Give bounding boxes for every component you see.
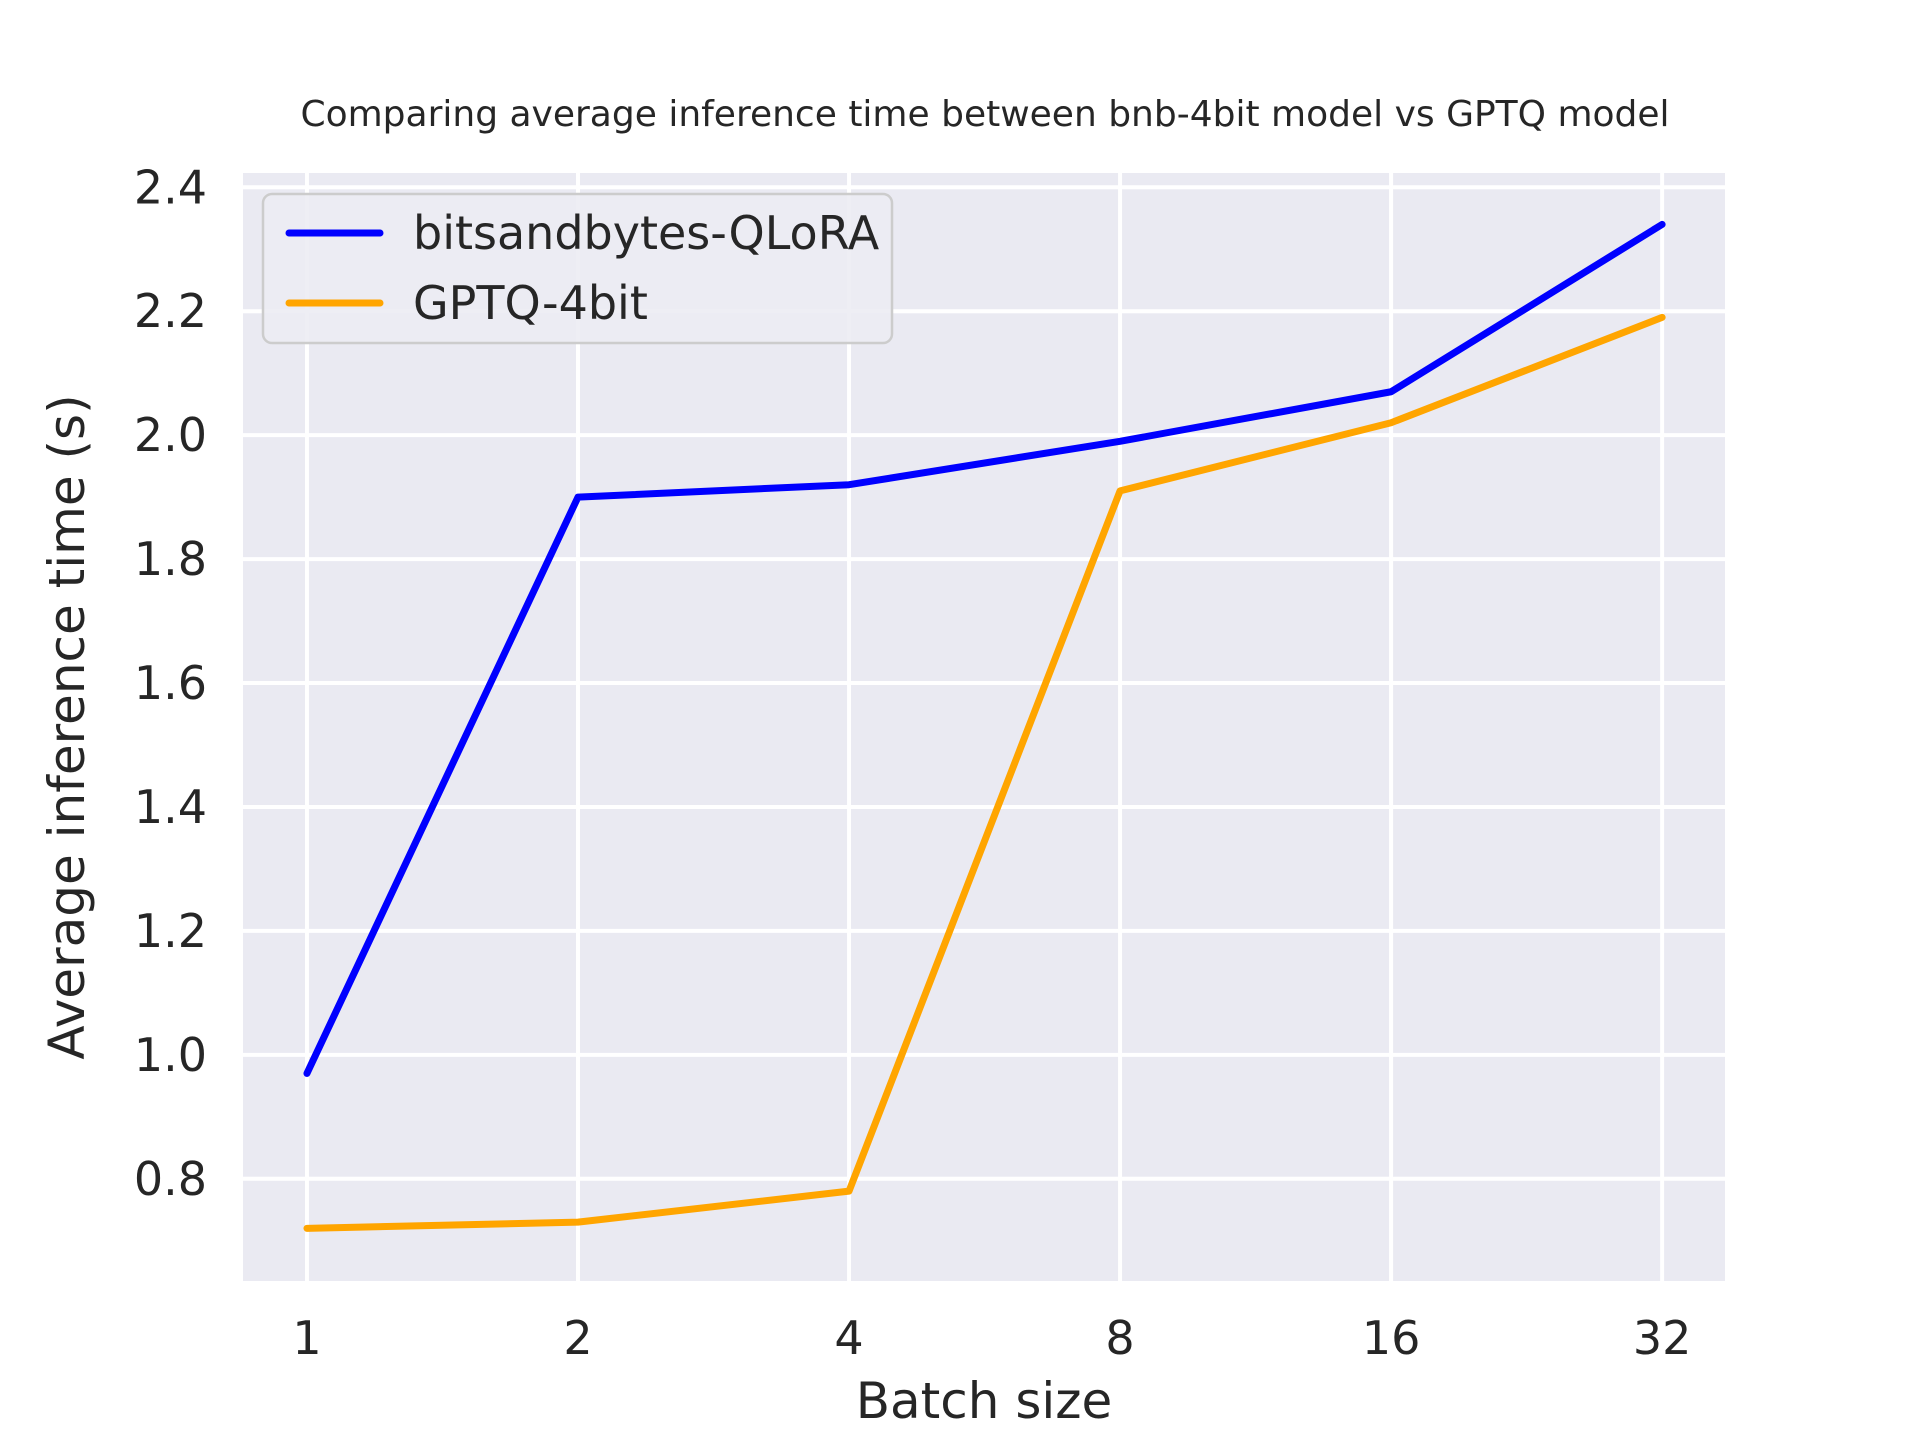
legend-label-bitsandbytes-QLoRA: bitsandbytes-QLoRA [413,206,880,260]
chart-title: Comparing average inference time between… [300,94,1669,135]
x-tick-label-2: 2 [563,1311,592,1365]
y-tick-label-1.0: 1.0 [134,1028,207,1082]
legend-box [261,192,894,345]
y-tick-label-1.8: 1.8 [134,532,207,586]
series-line-GPTQ-4bit [303,313,1666,1232]
y-tick-label-1.2: 1.2 [134,904,207,958]
y-tick-label-2.4: 2.4 [134,160,207,214]
y-tick-labels: 0.8 1.0 1.2 1.4 1.6 1.8 2.0 2.2 2.4 [134,160,207,1205]
y-tick-label-0.8: 0.8 [134,1152,207,1206]
legend: bitsandbytes-QLoRA GPTQ-4bit [261,192,894,345]
x-tick-labels: 1 2 4 8 16 32 [292,1311,1691,1365]
y-tick-label-2.2: 2.2 [134,284,207,338]
x-axis-label: Batch size [856,1372,1113,1430]
y-tick-label-2.0: 2.0 [134,408,207,462]
x-tick-label-1: 1 [292,1311,321,1365]
y-tick-label-1.6: 1.6 [134,656,207,710]
y-tick-label-1.4: 1.4 [134,780,207,834]
series-line-bitsandbytes-QLoRA [303,220,1666,1077]
x-tick-label-16: 16 [1362,1311,1421,1365]
x-tick-label-32: 32 [1633,1311,1692,1365]
x-tick-label-4: 4 [834,1311,863,1365]
plot-area [243,173,1725,1281]
legend-label-GPTQ-4bit: GPTQ-4bit [413,276,648,330]
y-axis-label: Average inference time (s) [38,394,96,1059]
x-tick-label-8: 8 [1105,1311,1134,1365]
series-lines [303,220,1666,1232]
